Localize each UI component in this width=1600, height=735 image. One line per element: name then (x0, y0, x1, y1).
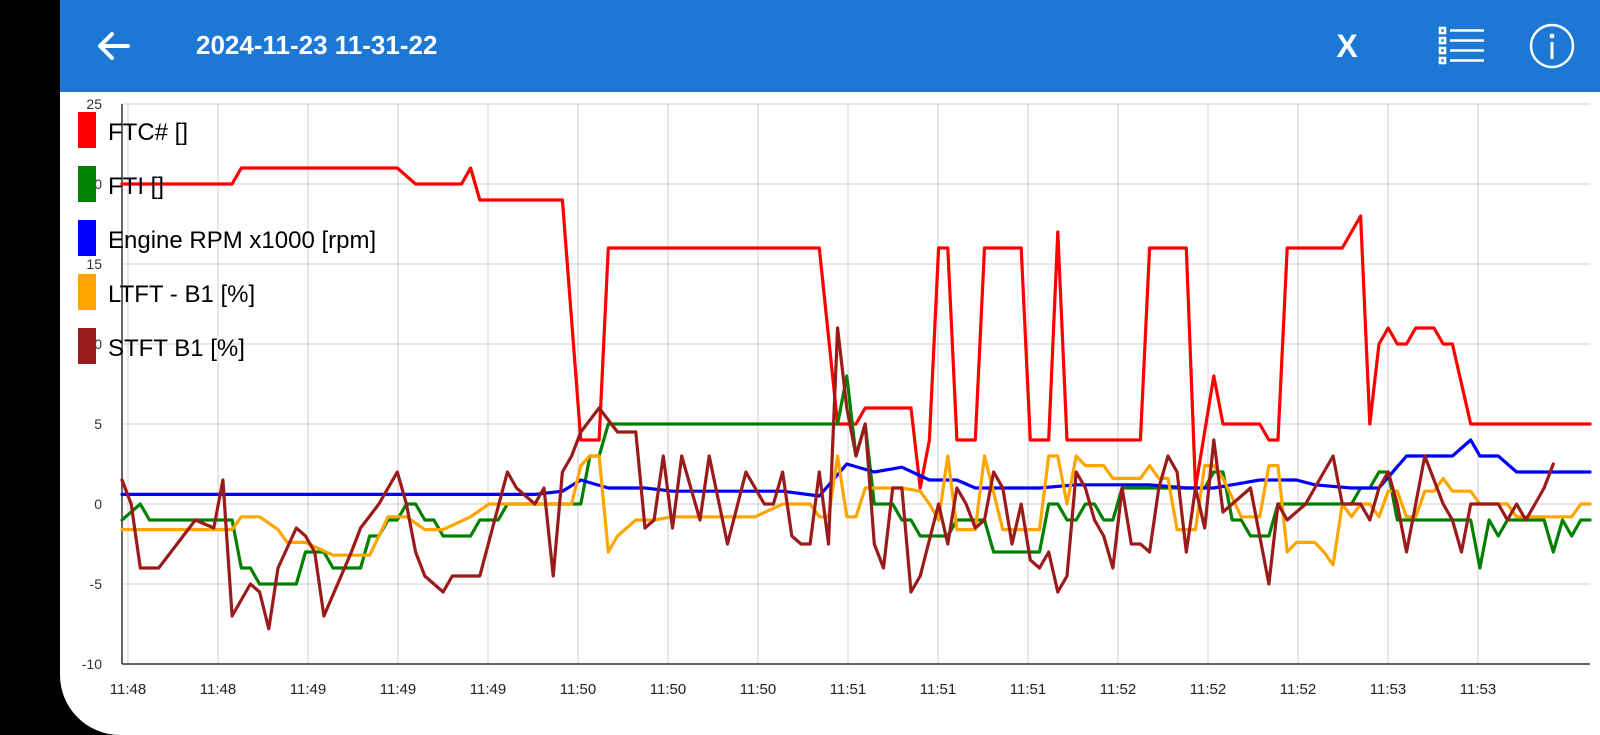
page-title: 2024-11-23 11-31-22 (196, 30, 438, 60)
legend-label-1: FTI [] (108, 173, 164, 200)
legend-swatch-2 (78, 220, 96, 256)
x-tick-label: 11:50 (650, 681, 686, 698)
chart-series (120, 166, 1592, 631)
app-screen: 2024-11-23 11-31-22 X 2520151050-5 (60, 0, 1600, 735)
x-tick-label: 11:48 (200, 681, 236, 698)
series-line-0 (120, 166, 1592, 490)
y-tick-label: -5 (90, 576, 103, 592)
legend-label-4: STFT B1 [%] (108, 335, 245, 362)
info-button[interactable] (1528, 22, 1576, 70)
x-tick-label: 11:48 (110, 681, 146, 698)
x-tick-label: 11:51 (830, 681, 866, 698)
list-icon (1438, 26, 1484, 65)
app-bar: 2024-11-23 11-31-22 X (60, 0, 1600, 92)
x-tick-label: 11:50 (740, 681, 776, 698)
x-tick-label: 11:51 (1010, 681, 1046, 698)
y-tick-label: -10 (82, 656, 102, 672)
chart-legend: FTC# [] FTI [] Engine RPM x1000 [rpm] LTFT … (78, 112, 376, 364)
legend-swatch-1 (78, 166, 96, 202)
x-tick-label: 11:49 (470, 681, 506, 698)
legend-swatch-3 (78, 274, 96, 310)
y-tick-label: 0 (94, 496, 102, 512)
close-button[interactable]: X (1336, 28, 1358, 64)
y-tick-label: 25 (86, 96, 102, 112)
x-tick-label: 11:49 (380, 681, 416, 698)
back-button[interactable] (90, 22, 138, 70)
x-tick-label: 11:49 (290, 681, 326, 698)
legend-swatch-4 (78, 328, 96, 364)
legend-label-2: Engine RPM x1000 [rpm] (108, 227, 376, 254)
x-tick-label: 11:51 (920, 681, 956, 698)
series-line-3 (120, 454, 1592, 567)
x-tick-label: 11:52 (1100, 681, 1136, 698)
info-icon (1529, 23, 1575, 69)
chart-axes: 2520151050-5-1011:4811:4811:4911:4911:49… (82, 96, 1590, 698)
arrow-left-icon (98, 32, 130, 60)
x-tick-label: 11:52 (1280, 681, 1316, 698)
x-tick-label: 11:53 (1460, 681, 1496, 698)
x-tick-label: 11:50 (560, 681, 596, 698)
x-tick-label: 11:52 (1190, 681, 1226, 698)
y-tick-label: 15 (86, 256, 102, 272)
legend-label-0: FTC# [] (108, 119, 188, 146)
chart-area: 2520151050-5-1011:4811:4811:4911:4911:49… (60, 92, 1600, 735)
legend-label-3: LTFT - B1 [%] (108, 281, 255, 308)
series-line-4 (120, 326, 1555, 631)
x-tick-label: 11:53 (1370, 681, 1406, 698)
legend-swatch-0 (78, 112, 96, 148)
line-chart[interactable]: 2520151050-5-1011:4811:4811:4911:4911:49… (60, 92, 1600, 735)
chart-grid (122, 103, 1590, 665)
series-line-2 (120, 438, 1592, 498)
y-tick-label: 5 (94, 416, 102, 432)
list-button[interactable] (1438, 24, 1486, 68)
